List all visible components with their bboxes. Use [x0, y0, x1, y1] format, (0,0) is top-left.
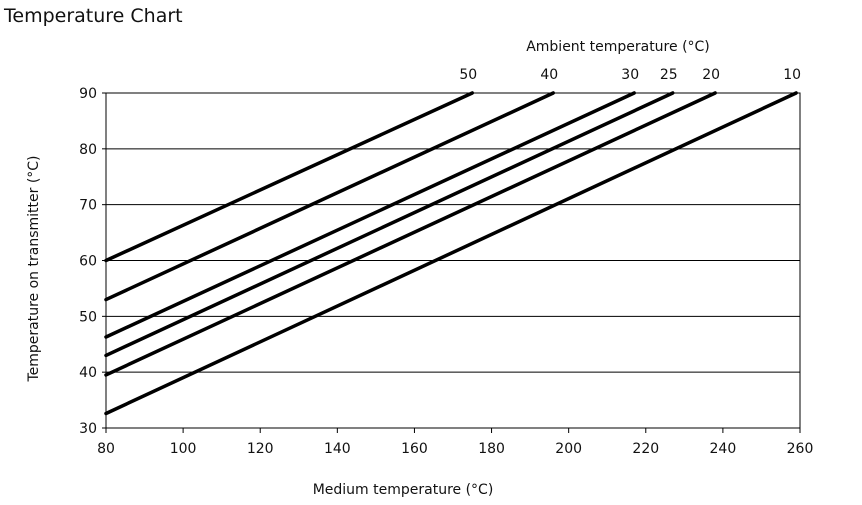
- x-axis-label: Medium temperature (°C): [313, 482, 494, 498]
- x-tick-label: 80: [97, 441, 115, 457]
- ambient-label-10: 10: [783, 67, 801, 83]
- y-tick-label: 60: [79, 254, 97, 270]
- ambient-axis-label: Ambient temperature (°C): [526, 39, 710, 55]
- ambient-label-40: 40: [540, 67, 558, 83]
- series-line-10: [104, 91, 798, 416]
- x-tick-label: 240: [710, 441, 737, 457]
- series-line-40: [104, 91, 555, 302]
- chart-title: Temperature Chart: [4, 5, 183, 27]
- ambient-label-50: 50: [459, 67, 477, 83]
- gridlines: [106, 148, 800, 373]
- series-line-25: [104, 91, 675, 358]
- y-tick-label: 40: [79, 365, 97, 381]
- series-line-30: [104, 91, 636, 339]
- x-axis-ticks: 80 100 120 140 160 180 200 220 240 260: [97, 428, 813, 457]
- ambient-label-30: 30: [621, 67, 639, 83]
- x-tick-label: 200: [555, 441, 582, 457]
- ambient-labels: 50 40 30 25 20 10: [459, 67, 801, 83]
- x-tick-label: 180: [478, 441, 505, 457]
- x-tick-label: 140: [324, 441, 351, 457]
- y-axis-ticks: 30 40 50 60 70 80 90: [79, 86, 106, 437]
- x-tick-label: 220: [632, 441, 659, 457]
- y-tick-label: 80: [79, 142, 97, 158]
- series-lines: [104, 91, 798, 416]
- x-tick-label: 120: [247, 441, 274, 457]
- x-tick-label: 260: [787, 441, 814, 457]
- x-tick-label: 100: [170, 441, 197, 457]
- ambient-label-25: 25: [660, 67, 678, 83]
- y-axis-label: Temperature on transmitter (°C): [26, 155, 42, 382]
- series-line-50: [104, 91, 475, 263]
- x-tick-label: 160: [401, 441, 428, 457]
- y-tick-label: 70: [79, 198, 97, 214]
- series-line-20: [104, 91, 717, 377]
- ambient-label-20: 20: [702, 67, 720, 83]
- y-tick-label: 30: [79, 421, 97, 437]
- y-tick-label: 50: [79, 309, 97, 325]
- y-tick-label: 90: [79, 86, 97, 102]
